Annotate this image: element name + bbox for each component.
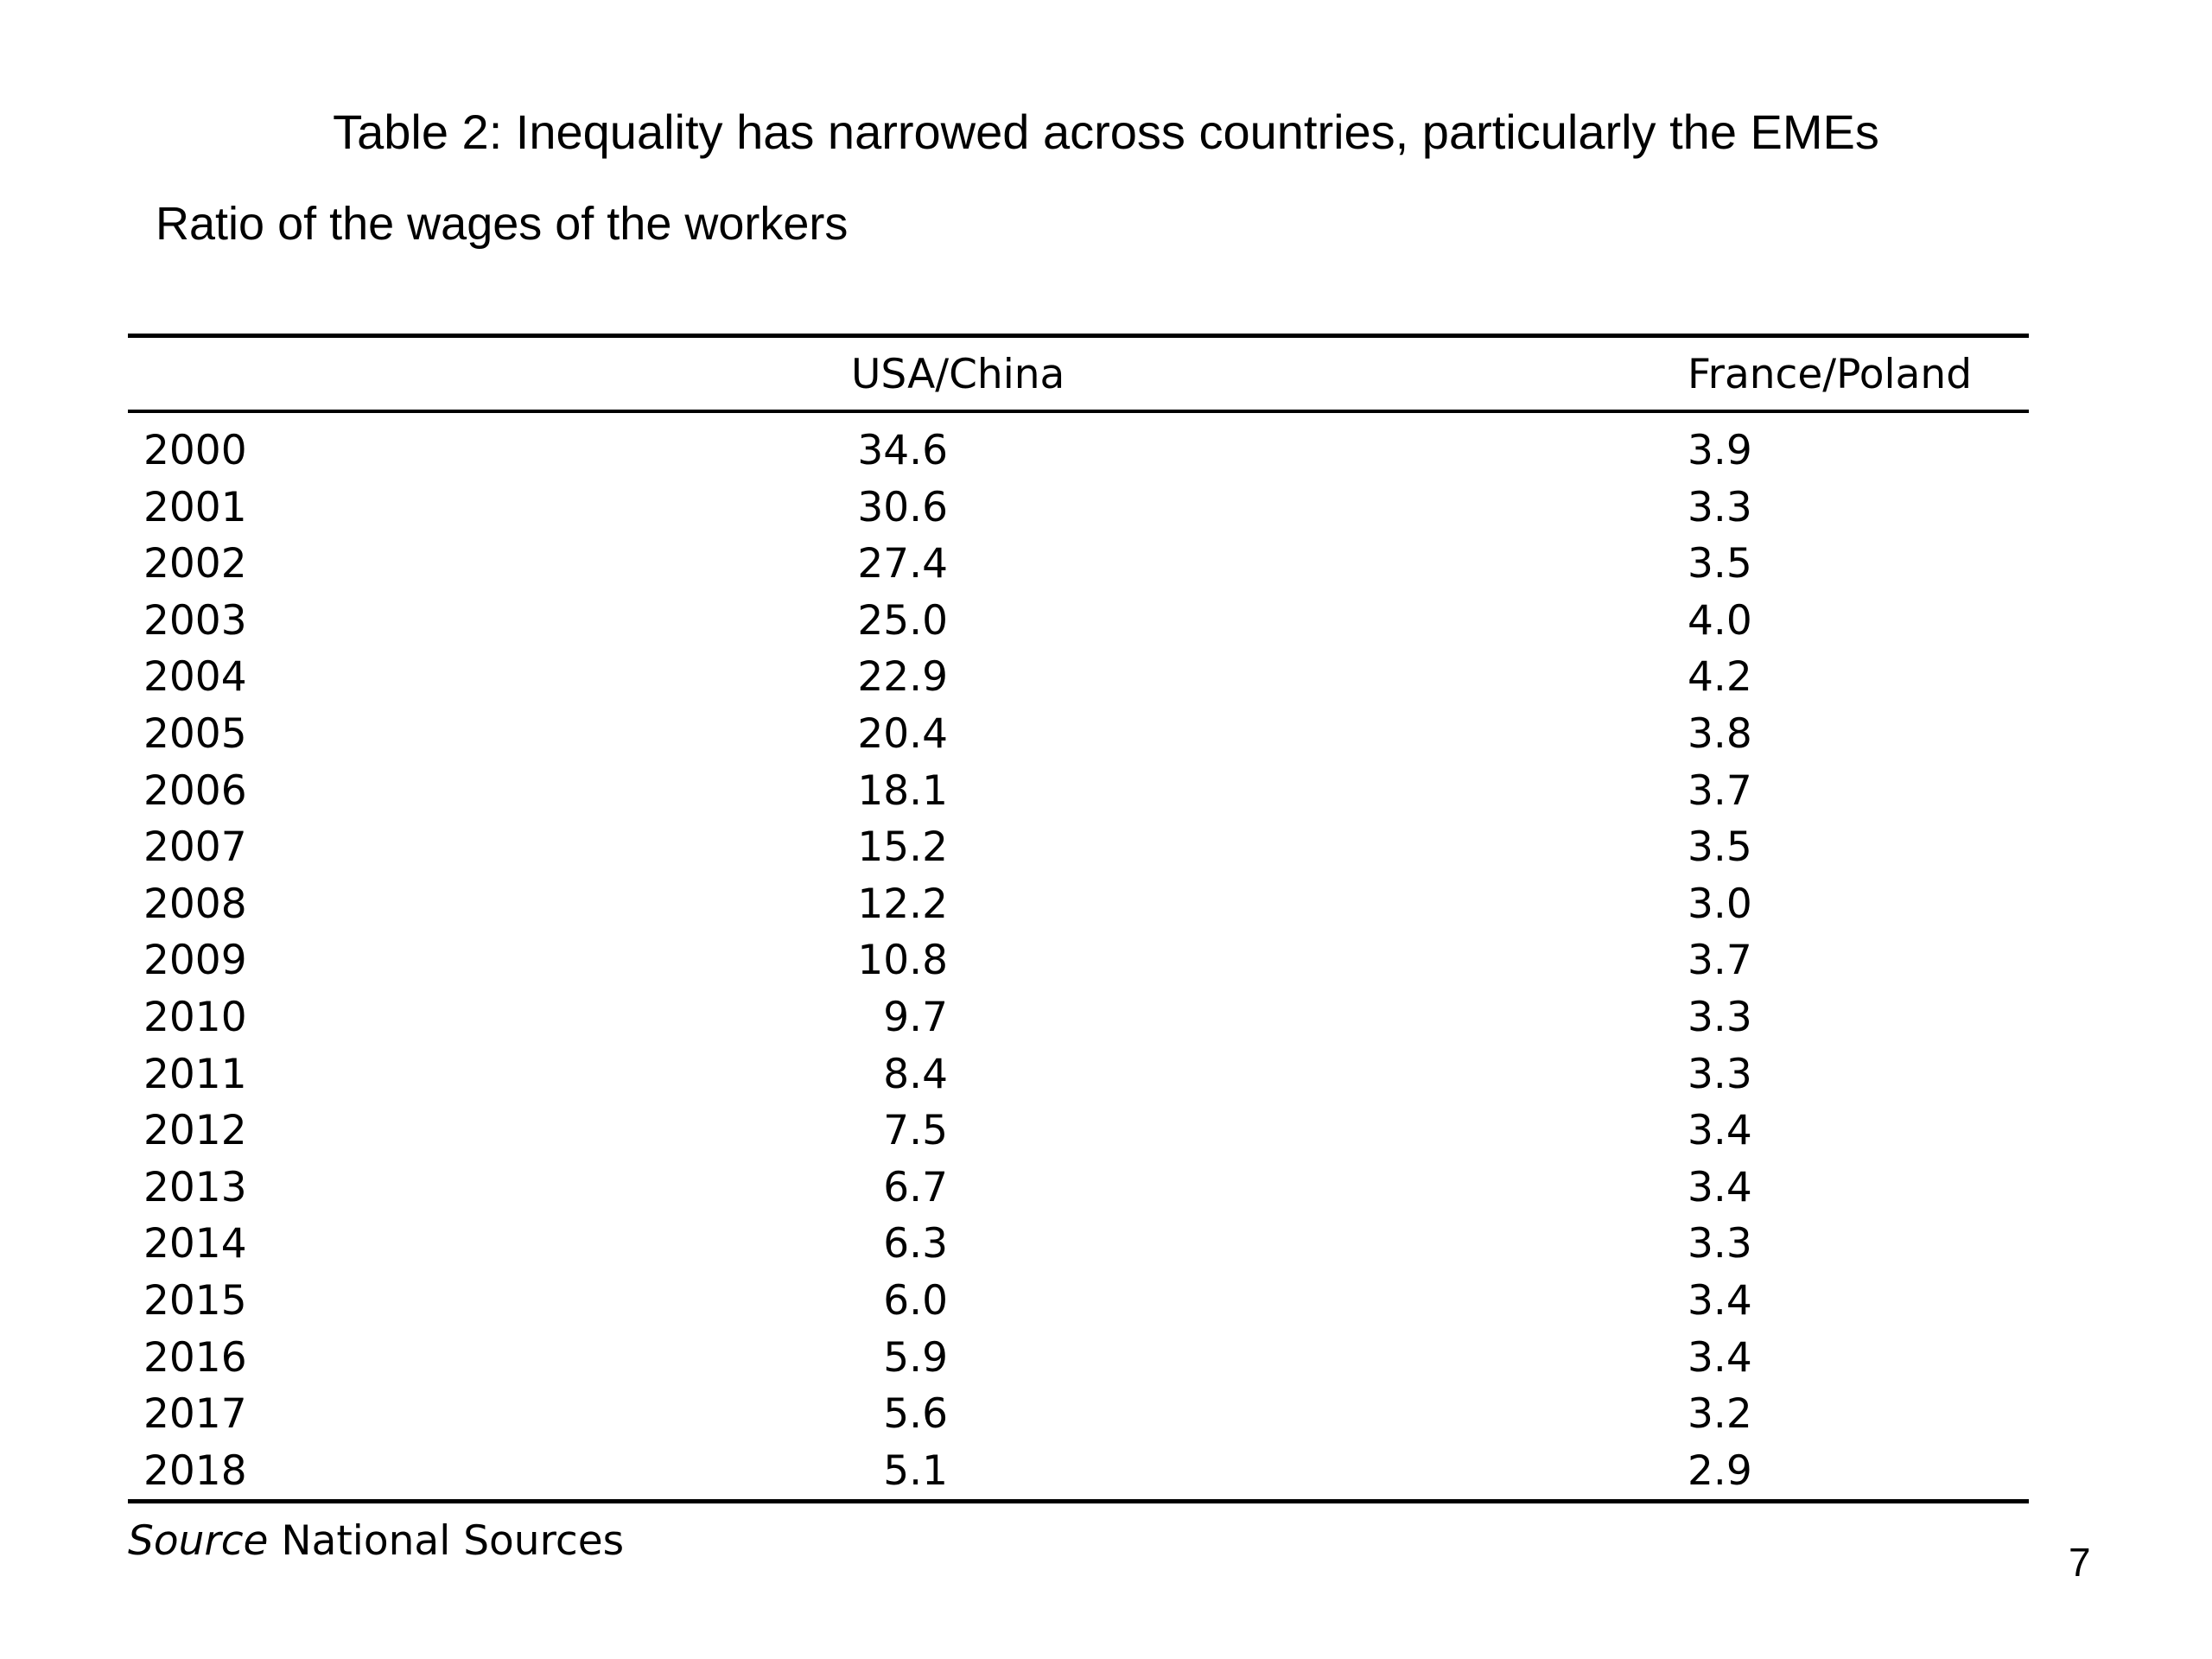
table-bottom-rule: [128, 1499, 2029, 1503]
source-text: National Sources: [281, 1517, 625, 1565]
usa-china-cell: 10.8: [857, 937, 948, 984]
usa-china-cell: 5.6: [883, 1390, 948, 1438]
france-poland-cell: 3.7: [1688, 767, 1752, 815]
year-cell: 2010: [143, 994, 247, 1041]
usa-china-cell: 5.1: [883, 1447, 948, 1495]
usa-china-cell: 6.7: [883, 1164, 948, 1211]
usa-china-cell: 8.4: [883, 1051, 948, 1098]
table-subtitle: Ratio of the wages of the workers: [156, 198, 849, 250]
france-poland-cell: 3.5: [1688, 540, 1752, 588]
year-cell: 2012: [143, 1107, 247, 1154]
france-poland-cell: 2.9: [1688, 1447, 1752, 1495]
year-cell: 2016: [143, 1334, 247, 1382]
france-poland-cell: 3.3: [1688, 484, 1752, 531]
france-poland-cell: 3.5: [1688, 823, 1752, 871]
usa-china-cell: 12.2: [857, 880, 948, 928]
france-poland-cell: 3.4: [1688, 1277, 1752, 1325]
table-header-rule: [128, 410, 2029, 413]
france-poland-cell: 3.9: [1688, 427, 1752, 474]
page-number: 7: [2069, 1540, 2091, 1585]
year-cell: 2018: [143, 1447, 247, 1495]
column-header-usa-china: USA/China: [851, 351, 1065, 398]
france-poland-cell: 3.4: [1688, 1107, 1752, 1154]
usa-china-cell: 5.9: [883, 1334, 948, 1382]
usa-china-cell: 6.0: [883, 1277, 948, 1325]
year-cell: 2014: [143, 1220, 247, 1268]
france-poland-cell: 3.7: [1688, 937, 1752, 984]
usa-china-cell: 27.4: [857, 540, 948, 588]
year-cell: 2002: [143, 540, 247, 588]
year-cell: 2007: [143, 823, 247, 871]
year-cell: 2011: [143, 1051, 247, 1098]
usa-china-cell: 20.4: [857, 710, 948, 758]
source-label: Source: [128, 1517, 269, 1565]
france-poland-cell: 3.3: [1688, 994, 1752, 1041]
year-cell: 2017: [143, 1390, 247, 1438]
slide-title: Table 2: Inequality has narrowed across …: [333, 105, 1879, 159]
usa-china-cell: 9.7: [883, 994, 948, 1041]
france-poland-cell: 3.3: [1688, 1051, 1752, 1098]
year-cell: 2000: [143, 427, 247, 474]
year-cell: 2013: [143, 1164, 247, 1211]
usa-china-cell: 18.1: [857, 767, 948, 815]
year-cell: 2004: [143, 653, 247, 701]
france-poland-cell: 3.3: [1688, 1220, 1752, 1268]
france-poland-cell: 3.8: [1688, 710, 1752, 758]
france-poland-cell: 3.4: [1688, 1164, 1752, 1211]
usa-china-cell: 25.0: [857, 597, 948, 645]
usa-china-cell: 30.6: [857, 484, 948, 531]
year-cell: 2015: [143, 1277, 247, 1325]
france-poland-cell: 3.2: [1688, 1390, 1752, 1438]
year-cell: 2008: [143, 880, 247, 928]
france-poland-cell: 4.0: [1688, 597, 1752, 645]
column-header-france-poland: France/Poland: [1688, 351, 1973, 398]
year-cell: 2009: [143, 937, 247, 984]
usa-china-cell: 15.2: [857, 823, 948, 871]
france-poland-cell: 4.2: [1688, 653, 1752, 701]
year-cell: 2001: [143, 484, 247, 531]
usa-china-cell: 34.6: [857, 427, 948, 474]
usa-china-cell: 22.9: [857, 653, 948, 701]
france-poland-cell: 3.0: [1688, 880, 1752, 928]
usa-china-cell: 6.3: [883, 1220, 948, 1268]
year-cell: 2005: [143, 710, 247, 758]
france-poland-cell: 3.4: [1688, 1334, 1752, 1382]
table-top-rule: [128, 334, 2029, 338]
usa-china-cell: 7.5: [883, 1107, 948, 1154]
table-source-note: Source National Sources: [128, 1516, 624, 1567]
year-cell: 2006: [143, 767, 247, 815]
year-cell: 2003: [143, 597, 247, 645]
